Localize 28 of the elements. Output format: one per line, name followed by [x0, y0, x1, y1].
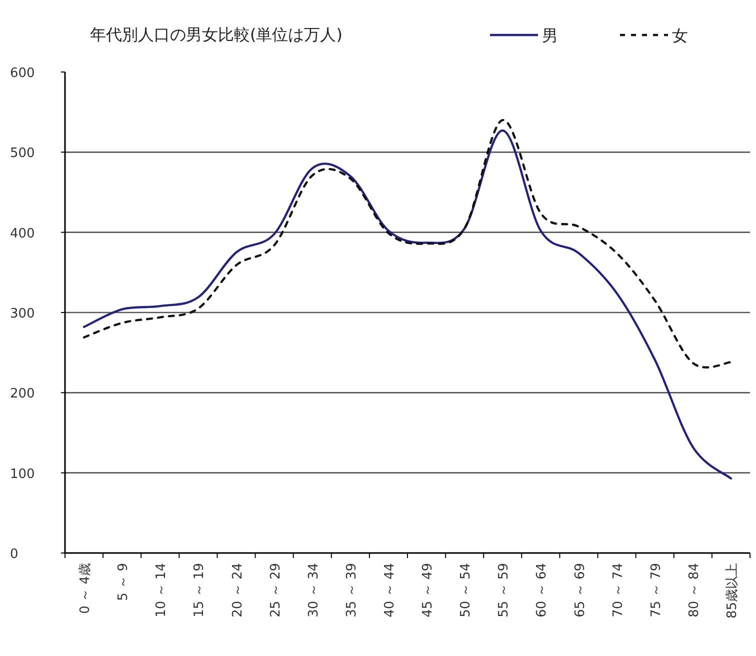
x-tick-label: 50 ～ 54: [458, 563, 474, 618]
legend-label: 女: [672, 26, 688, 45]
y-tick-label: 0: [10, 547, 18, 562]
y-tick-label: 500: [10, 146, 35, 162]
x-tick-label: 10 ～ 14: [154, 563, 170, 618]
x-tick-label: 25 ～ 29: [268, 563, 284, 618]
x-tick-label: 0 ～ 4歳: [78, 563, 94, 614]
x-tick-label: 65 ～ 69: [572, 563, 588, 618]
x-tick-label: 30 ～ 34: [306, 563, 322, 618]
y-tick-label: 400: [10, 226, 35, 242]
x-tick-label: 70 ～ 74: [610, 563, 626, 618]
y-tick-label: 200: [10, 386, 35, 402]
chart-title: 年代別人口の男女比較(単位は万人): [90, 25, 342, 44]
x-tick-label: 80 ～ 84: [686, 563, 702, 618]
x-tick-label: 40 ～ 44: [382, 563, 398, 618]
y-tick-label: 600: [10, 66, 35, 81]
x-tick-label: 55 ～ 59: [496, 563, 512, 618]
y-tick-label: 300: [10, 306, 35, 322]
legend-label: 男: [542, 26, 558, 45]
x-tick-label: 35 ～ 39: [344, 563, 360, 618]
x-tick-label: 60 ～ 64: [534, 563, 550, 618]
x-tick-label: 5 ～ 9: [116, 563, 132, 601]
x-tick-label: 75 ～ 79: [648, 563, 664, 618]
x-tick-label: 15 ～ 19: [192, 563, 208, 618]
x-tick-label: 20 ～ 24: [230, 563, 246, 618]
x-tick-label: 45 ～ 49: [420, 563, 436, 618]
x-tick-label: 85歳以上: [724, 563, 740, 619]
y-tick-label: 100: [10, 466, 35, 482]
